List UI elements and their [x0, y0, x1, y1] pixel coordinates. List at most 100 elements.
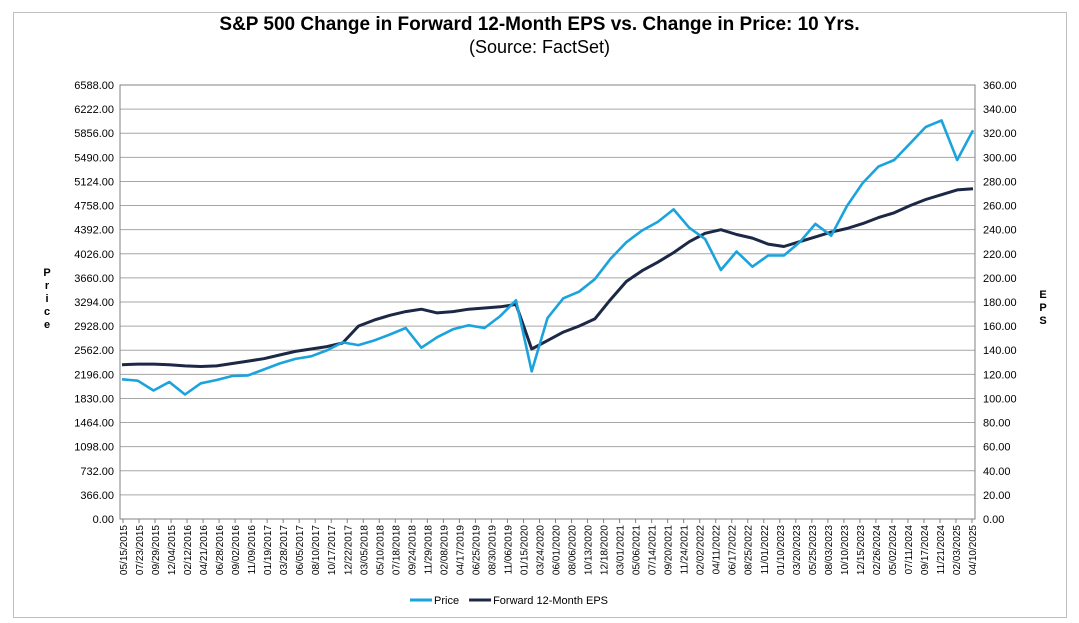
- left-tick-label: 2196.00: [74, 369, 114, 381]
- x-tick-label: 11/06/2019: [503, 525, 514, 575]
- right-tick-label: 20.00: [983, 490, 1011, 502]
- left-tick-label: 5490.00: [74, 152, 114, 164]
- x-tick-label: 12/18/2020: [600, 525, 611, 575]
- x-tick-label: 03/28/2017: [279, 525, 290, 575]
- left-tick-label: 2562.00: [74, 345, 114, 357]
- x-tick-label: 09/20/2021: [664, 525, 675, 575]
- x-tick-label: 09/02/2016: [231, 525, 242, 575]
- chart-frame: [13, 12, 1067, 618]
- x-tick-label: 07/18/2018: [391, 525, 402, 575]
- left-tick-label: 4026.00: [74, 249, 114, 261]
- left-tick-label: 1464.00: [74, 418, 114, 430]
- x-tick-label: 01/10/2023: [776, 525, 787, 575]
- right-tick-label: 0.00: [983, 514, 1004, 526]
- right-axis-label: EPS: [1039, 289, 1046, 327]
- x-tick-label: 05/25/2023: [808, 525, 819, 575]
- right-axis-label-char: E: [1039, 289, 1046, 301]
- left-tick-label: 4758.00: [74, 201, 114, 213]
- x-tick-label: 01/15/2020: [519, 525, 530, 575]
- x-tick-label: 01/19/2017: [263, 525, 274, 575]
- right-y-axis-ticks: 360.00 340.00 320.00 300.00 280.00 260.00 240.…: [983, 80, 1017, 526]
- legend-label: Price: [434, 595, 459, 607]
- x-tick-label: 09/29/2015: [151, 525, 162, 575]
- left-tick-label: 1098.00: [74, 442, 114, 454]
- right-axis-label-char: S: [1039, 315, 1046, 327]
- x-tick-label: 08/25/2022: [744, 525, 755, 575]
- x-tick-label: 06/01/2020: [552, 525, 563, 575]
- series-line-right: [121, 187, 974, 368]
- x-tick-label: 08/03/2023: [824, 525, 835, 575]
- gridlines: [120, 108, 975, 496]
- right-tick-label: 120.00: [983, 369, 1017, 381]
- x-tick-label: 02/12/2016: [183, 525, 194, 575]
- x-tick-label: 06/05/2017: [295, 525, 306, 575]
- right-tick-label: 80.00: [983, 418, 1011, 430]
- left-tick-label: 5124.00: [74, 176, 114, 188]
- x-tick-label: 10/13/2020: [584, 525, 595, 575]
- right-axis-label-char: P: [1039, 302, 1046, 314]
- right-tick-label: 200.00: [983, 273, 1017, 285]
- x-tick-label: 08/06/2020: [568, 525, 579, 575]
- left-tick-label: 6588.00: [74, 80, 114, 92]
- left-tick-label: 3294.00: [74, 297, 114, 309]
- x-tick-label: 07/14/2021: [648, 525, 659, 575]
- x-tick-label: 05/10/2018: [375, 525, 386, 575]
- left-axis-label-char: i: [45, 293, 48, 305]
- right-tick-label: 300.00: [983, 152, 1017, 164]
- right-tick-label: 40.00: [983, 466, 1011, 478]
- x-tick-label: 09/24/2018: [407, 525, 418, 575]
- x-tick-label: 11/09/2016: [247, 525, 258, 575]
- right-tick-label: 220.00: [983, 249, 1017, 261]
- x-tick-label: 07/23/2015: [135, 525, 146, 575]
- x-tick-label: 05/02/2024: [888, 525, 899, 575]
- x-tick-label: 04/10/2025: [968, 525, 979, 575]
- x-tick-label: 10/10/2023: [840, 525, 851, 575]
- left-tick-label: 4392.00: [74, 225, 114, 237]
- x-tick-label: 04/21/2016: [199, 525, 210, 575]
- series-lines: [121, 119, 975, 396]
- left-axis-label: Price: [43, 267, 50, 331]
- x-tick-label: 12/15/2023: [856, 525, 867, 575]
- right-tick-label: 240.00: [983, 225, 1017, 237]
- x-tick-label: 03/01/2021: [616, 525, 627, 575]
- left-tick-label: 1830.00: [74, 393, 114, 405]
- right-tick-label: 280.00: [983, 176, 1017, 188]
- x-tick-label: 11/29/2018: [423, 525, 434, 575]
- x-tick-label: 04/17/2019: [455, 525, 466, 575]
- x-tick-label: 11/01/2022: [760, 525, 771, 575]
- x-tick-label: 02/02/2022: [696, 525, 707, 575]
- left-tick-label: 3660.00: [74, 273, 114, 285]
- x-tick-label: 08/30/2019: [487, 525, 498, 575]
- legend: Price Forward 12-Month EPS: [410, 595, 608, 607]
- x-tick-label: 06/28/2016: [215, 525, 226, 575]
- x-tick-label: 12/22/2017: [343, 525, 354, 575]
- x-tick-label: 11/24/2021: [680, 525, 691, 575]
- left-tick-label: 2928.00: [74, 321, 114, 333]
- legend-label: Forward 12-Month EPS: [493, 595, 608, 607]
- right-tick-label: 100.00: [983, 393, 1017, 405]
- right-tick-label: 160.00: [983, 321, 1017, 333]
- left-tick-label: 0.00: [93, 514, 114, 526]
- left-axis-label-char: e: [44, 319, 50, 331]
- x-tick-label: 05/06/2021: [632, 525, 643, 575]
- left-axis-label-char: P: [43, 267, 50, 279]
- x-tick-label: 06/25/2019: [471, 525, 482, 575]
- x-tick-label: 10/17/2017: [327, 525, 338, 575]
- x-tick-label: 03/24/2020: [535, 525, 546, 575]
- right-tick-label: 140.00: [983, 345, 1017, 357]
- x-tick-label: 07/11/2024: [904, 525, 915, 575]
- x-axis-ticks: 05/15/2015 07/23/2015 09/29/2015 12/04/2015…: [119, 519, 979, 575]
- left-tick-label: 366.00: [80, 490, 114, 502]
- left-tick-label: 732.00: [80, 466, 114, 478]
- right-tick-label: 340.00: [983, 104, 1017, 116]
- x-tick-label: 02/08/2019: [439, 525, 450, 575]
- right-tick-label: 360.00: [983, 80, 1017, 92]
- x-tick-label: 12/04/2015: [167, 525, 178, 575]
- x-tick-label: 09/17/2024: [920, 525, 931, 575]
- x-tick-label: 08/10/2017: [311, 525, 322, 575]
- plot-area: [119, 84, 976, 520]
- x-tick-label: 03/05/2018: [359, 525, 370, 575]
- left-tick-label: 6222.00: [74, 104, 114, 116]
- x-tick-label: 03/20/2023: [792, 525, 803, 575]
